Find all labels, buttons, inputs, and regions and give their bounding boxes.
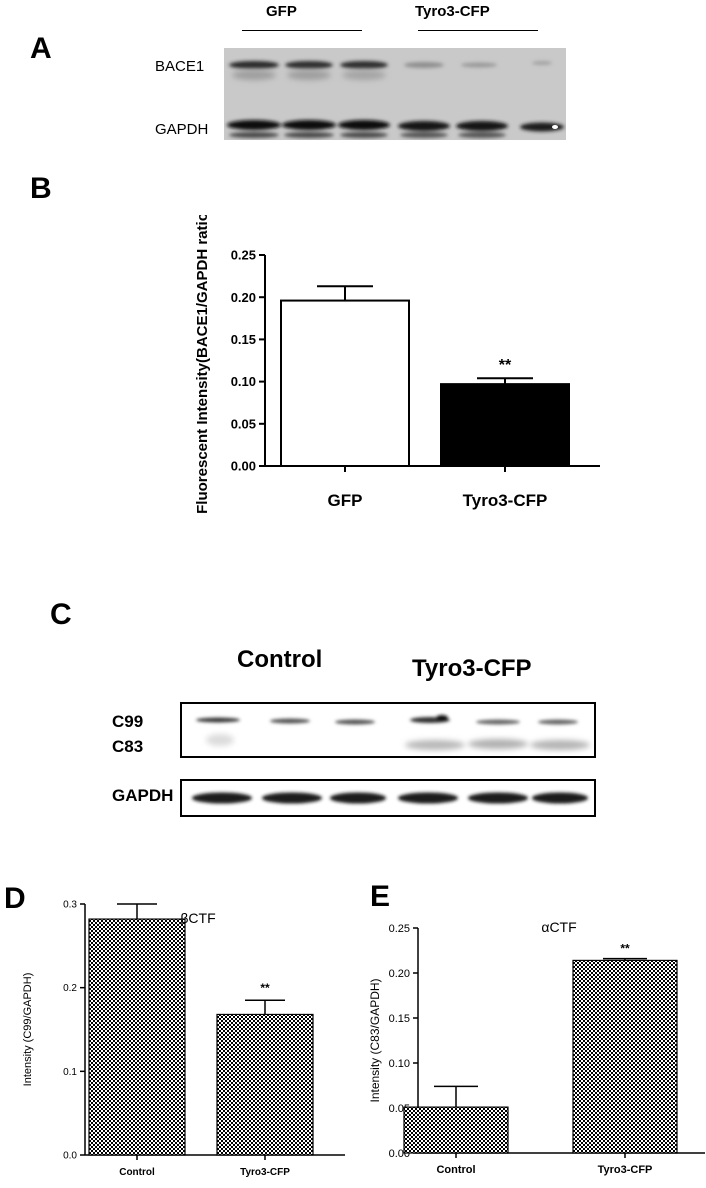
bar-tyro3-cfp — [216, 1013, 314, 1156]
x-tick-label: Control — [119, 1167, 155, 1178]
y-tick-label: 0.1 — [63, 1067, 77, 1078]
row-label-bace1: BACE1 — [155, 58, 205, 75]
group-label-control: Control — [237, 646, 323, 673]
significance-marker: ** — [620, 942, 630, 956]
y-tick-label: 0.00 — [231, 459, 256, 474]
panel-label-d: D — [4, 882, 26, 915]
row-label-c83: C83 — [112, 737, 144, 756]
y-tick-label: 0.20 — [389, 968, 410, 980]
row-label-gapdh-c: GAPDH — [112, 786, 174, 805]
y-axis-label: Intensity (C99/GAPDH) — [22, 973, 34, 1087]
x-tick-label: Tyro3-CFP — [240, 1167, 290, 1178]
y-tick-label: 0.15 — [389, 1013, 410, 1025]
group-label-tyro3-cfp-c: Tyro3-CFP — [412, 655, 532, 682]
panel-label-c: C — [50, 598, 72, 631]
row-label-c99: C99 — [112, 712, 144, 731]
chart-title: βCTF — [180, 910, 215, 926]
significance-marker: ** — [499, 357, 512, 374]
y-tick-label: 0.10 — [231, 374, 256, 389]
significance-marker: ** — [260, 981, 270, 995]
x-tick-label: Control — [436, 1164, 475, 1176]
bar-tyro3-cfp — [572, 959, 678, 1154]
chart-title: αCTF — [541, 919, 576, 935]
y-tick-label: 0.2 — [63, 983, 77, 994]
y-tick-label: 0.0 — [63, 1151, 77, 1162]
bar-control — [88, 918, 186, 1156]
western-blot-a — [224, 48, 566, 140]
y-tick-label: 0.05 — [231, 416, 256, 431]
bar-control — [403, 1106, 509, 1154]
group-label-gfp: GFP — [266, 3, 297, 20]
group-bar-gfp — [242, 30, 362, 31]
bar-gfp — [280, 299, 410, 467]
y-axis-label: Intensity (C83/GAPDH) — [368, 978, 382, 1102]
group-label-tyro3-cfp: Tyro3-CFP — [415, 3, 490, 20]
y-tick-label: 0.25 — [389, 923, 410, 935]
chart-d: 0.0 0.1 0.2 0.3 Control Tyro3-CFP ** Intensity … — [22, 900, 345, 1178]
x-tick-label: Tyro3-CFP — [463, 491, 548, 510]
panel-label-b: B — [30, 172, 52, 205]
western-blot-c — [180, 702, 596, 817]
panel-label-e: E — [370, 880, 391, 913]
y-tick-label: 0.3 — [63, 900, 77, 911]
group-bar-tyro3-cfp — [418, 30, 538, 31]
x-tick-label: GFP — [328, 491, 363, 510]
y-tick-label: 0.20 — [231, 290, 256, 305]
chart-b: 0.00 0.05 0.10 0.15 0.20 0.25 GFP Tyro3-CFP ** Fl… — [194, 215, 600, 514]
y-axis-label: Fluorescent Intensity(BACE1/GAPDH ratio) — [194, 215, 211, 514]
y-tick-label: 0.10 — [389, 1058, 410, 1070]
x-tick-label: Tyro3-CFP — [598, 1164, 653, 1176]
y-tick-label: 0.15 — [231, 332, 256, 347]
y-tick-label: 0.25 — [231, 248, 256, 263]
bar-tyro3-cfp — [440, 383, 570, 467]
panel-label-a: A — [30, 32, 52, 65]
row-label-gapdh-a: GAPDH — [155, 121, 209, 138]
